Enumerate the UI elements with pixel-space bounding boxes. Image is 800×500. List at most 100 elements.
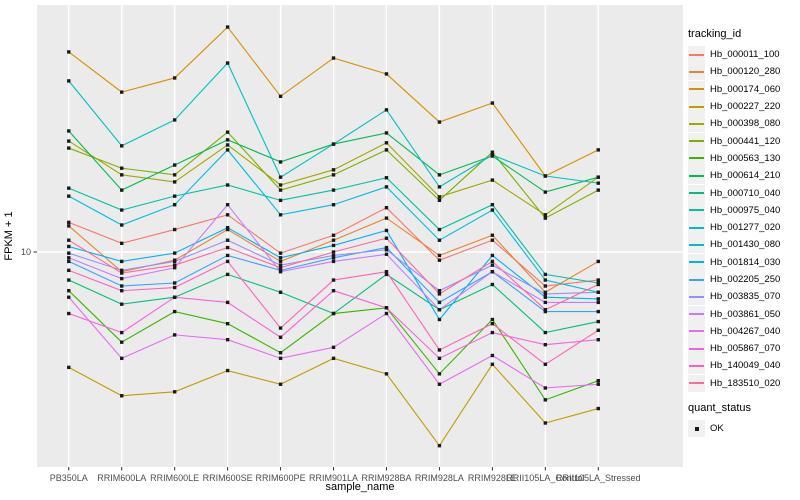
series-point-Hb_003835_070-RRIM600SE xyxy=(225,238,230,242)
legend-entry-Hb_004267_040: Hb_004267_040 xyxy=(688,322,798,340)
series-point-Hb_000120_280-RRIM901LA xyxy=(331,238,336,242)
series-point-Hb_140049_040-RRIM600SE xyxy=(225,259,230,264)
series-point-Hb_000227_220-RRIM928LE xyxy=(490,362,495,366)
series-point-Hb_003861_050-RRIM928LE xyxy=(490,269,495,274)
series-point-Hb_001430_080-PB350LA xyxy=(67,194,71,198)
legend-entry-Hb_001430_080: Hb_001430_080 xyxy=(688,236,798,254)
legend-entry-Hb_005867_070: Hb_005867_070 xyxy=(688,340,798,358)
legend-shape-entries: OK xyxy=(688,420,798,438)
legend-key-square-swatch xyxy=(694,426,699,431)
series-point-Hb_003861_050-RRIM928LA xyxy=(437,307,442,312)
series-point-Hb_000120_280-PB350LA xyxy=(67,224,71,228)
series-point-Hb_001277_020-RRIM928BA xyxy=(384,108,389,112)
series-point-Hb_000563_130-RRII105LA_Control xyxy=(543,398,548,402)
legend-title-quant-status: quant_status xyxy=(688,401,751,414)
series-point-Hb_004267_040-RRIM600LE xyxy=(172,333,177,337)
series-point-Hb_001277_020-PB350LA xyxy=(67,79,71,83)
legend-key-color-swatch xyxy=(689,364,704,367)
legend-entry-Hb_002205_250: Hb_002205_250 xyxy=(688,271,798,288)
series-point-Hb_140049_040-RRIM600PE xyxy=(278,326,283,330)
series-point-Hb_000227_220-RRIM600PE xyxy=(278,382,283,386)
series-point-Hb_001277_020-RRIM600LA xyxy=(120,144,124,148)
series-point-Hb_000120_280-RRIM928BA xyxy=(384,216,389,220)
series-point-Hb_000563_130-RRIM600LA xyxy=(120,340,124,344)
series-point-Hb_000710_040-RRIM600PE xyxy=(278,290,283,294)
series-point-Hb_000011_100-RRIM600SE xyxy=(225,213,230,217)
legend-gap xyxy=(688,392,798,402)
series-point-Hb_000563_130-RRII105LA_Stressed xyxy=(596,378,600,383)
legend-key-color-swatch xyxy=(689,70,704,73)
series-point-Hb_000614_210-RRIM928BA xyxy=(384,131,389,135)
legend-key-color-swatch xyxy=(689,278,704,281)
series-point-Hb_002205_250-RRIM928LA xyxy=(437,300,442,305)
legend-key-line-icon xyxy=(688,98,705,116)
series-point-Hb_001430_080-RRIM600LA xyxy=(120,223,124,227)
series-point-Hb_000710_040-RRIM928BA xyxy=(384,272,389,277)
series-point-Hb_000174_060-RRIM928BA xyxy=(384,72,389,76)
series-point-Hb_003861_050-RRIM600LE xyxy=(172,266,177,270)
legend-entry-label: Hb_002205_250 xyxy=(710,274,781,285)
x-axis-label-RRIM901LA: RRIM901LA xyxy=(309,473,358,483)
series-point-Hb_000398_080-RRIM928LA xyxy=(437,195,442,199)
series-point-Hb_000398_080-RRIM928LE xyxy=(490,178,495,182)
series-point-Hb_000011_100-PB350LA xyxy=(67,220,71,225)
legend-key-line-icon xyxy=(688,288,705,306)
legend-entry-label: Hb_000120_280 xyxy=(710,66,781,78)
legend-entry-Hb_000710_040: Hb_000710_040 xyxy=(688,184,798,202)
series-point-Hb_003835_070-RRII105LA_Stressed xyxy=(596,290,600,294)
series-point-Hb_003861_050-RRIM600SE xyxy=(225,203,230,207)
legend-key-line-icon xyxy=(688,132,705,150)
series-point-Hb_003861_050-PB350LA xyxy=(67,256,71,260)
series-point-Hb_000441_120-RRII105LA_Control xyxy=(543,216,548,220)
legend-key-color-swatch xyxy=(689,140,704,143)
legend-key-line-icon xyxy=(688,253,705,271)
series-point-Hb_000441_120-RRIM600LE xyxy=(172,173,177,177)
series-point-Hb_005867_070-RRIM901LA xyxy=(331,288,336,293)
legend-key-color-swatch xyxy=(689,53,704,56)
series-point-Hb_000710_040-RRIM600SE xyxy=(225,272,230,277)
series-point-Hb_000563_130-PB350LA xyxy=(67,288,71,293)
series-point-Hb_003861_050-RRII105LA_Stressed xyxy=(596,300,600,305)
series-point-Hb_000441_120-RRIM928LE xyxy=(490,150,495,154)
x-axis-label-RRII105LA_Control: RRII105LA_Control xyxy=(506,473,584,483)
series-point-Hb_140049_040-RRIM600LA xyxy=(120,288,124,293)
series-point-Hb_000441_120-RRIM928BA xyxy=(384,148,389,152)
series-point-Hb_000398_080-RRII105LA_Control xyxy=(543,213,548,217)
series-point-Hb_000011_100-RRIM928LE xyxy=(490,238,495,242)
series-point-Hb_000710_040-RRIM901LA xyxy=(331,311,336,316)
series-point-Hb_183510_020-RRIM600LA xyxy=(120,271,124,275)
series-point-Hb_005867_070-PB350LA xyxy=(67,311,71,316)
x-axis-title: sample_name xyxy=(325,481,394,493)
plot-panel xyxy=(37,5,683,467)
legend-entry-Hb_000011_100: Hb_000011_100 xyxy=(688,46,798,64)
series-point-Hb_001814_030-RRIM600LE xyxy=(172,251,177,255)
legend-entry-label: Hb_000975_040 xyxy=(710,204,781,216)
series-point-Hb_002205_250-PB350LA xyxy=(67,259,71,264)
series-point-Hb_001814_030-RRIM928LA xyxy=(437,317,442,322)
legend-entry-Hb_183510_020: Hb_183510_020 xyxy=(688,374,798,392)
series-point-Hb_000710_040-PB350LA xyxy=(67,278,71,282)
series-point-Hb_003835_070-RRIM600LA xyxy=(120,268,124,273)
legend-key-color-swatch xyxy=(689,313,704,316)
series-point-Hb_183510_020-PB350LA xyxy=(67,238,71,242)
series-point-Hb_000011_100-RRII105LA_Control xyxy=(543,284,548,288)
legend-entry-label: OK xyxy=(710,423,724,435)
series-point-Hb_000227_220-RRII105LA_Control xyxy=(543,421,548,425)
series-point-Hb_000710_040-RRII105LA_Control xyxy=(543,330,548,335)
legend-key-line-icon xyxy=(688,149,705,167)
series-point-Hb_001814_030-RRIM600PE xyxy=(278,256,283,260)
legend-entry-label: Hb_000011_100 xyxy=(710,49,780,61)
series-point-Hb_000614_210-RRII105LA_Stressed xyxy=(596,175,600,179)
series-point-Hb_000614_210-RRIM600LA xyxy=(120,188,124,192)
series-point-Hb_004267_040-RRIM600SE xyxy=(225,337,230,342)
y-axis-title: FPKM + 1 xyxy=(3,211,15,260)
legend-entry-label: Hb_000174_060 xyxy=(710,83,781,95)
series-point-Hb_001430_080-RRIM928BA xyxy=(384,185,389,189)
series-point-Hb_000614_210-RRIM600SE xyxy=(225,138,230,142)
legend-key-color-swatch xyxy=(689,382,704,385)
series-point-Hb_000614_210-RRII105LA_Control xyxy=(543,190,548,194)
series-point-Hb_005867_070-RRIM928LA xyxy=(437,356,442,361)
series-point-Hb_000975_040-RRIM928LA xyxy=(437,227,442,232)
series-point-Hb_183510_020-RRIM600PE xyxy=(278,266,283,270)
